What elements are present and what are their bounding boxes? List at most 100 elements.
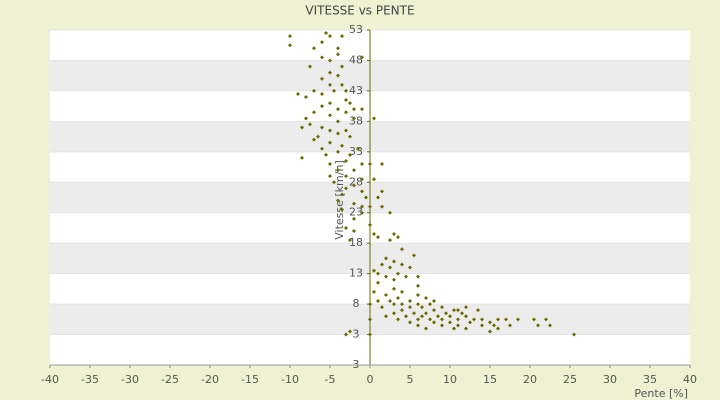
point <box>448 314 452 319</box>
point <box>384 314 388 319</box>
point <box>424 311 428 316</box>
point <box>352 168 356 173</box>
x-tick-label: -25 <box>161 373 179 386</box>
x-tick-label: 10 <box>443 373 457 386</box>
point <box>384 274 388 279</box>
y-tick-label: 13 <box>349 267 363 280</box>
point <box>352 183 356 188</box>
point <box>380 189 384 194</box>
point <box>360 189 364 194</box>
point <box>300 125 304 130</box>
point <box>572 332 576 337</box>
point <box>348 134 352 139</box>
point <box>488 320 492 325</box>
point <box>372 289 376 294</box>
point <box>328 113 332 118</box>
point <box>344 88 348 93</box>
point <box>412 311 416 316</box>
point <box>356 146 360 151</box>
x-axis-label: Pente [%] <box>634 387 688 400</box>
point <box>480 323 484 328</box>
point <box>460 311 464 316</box>
point <box>368 317 372 322</box>
point <box>436 314 440 319</box>
point <box>396 296 400 300</box>
x-tick-label: -35 <box>81 373 99 386</box>
point <box>360 204 364 209</box>
point <box>376 299 380 304</box>
point <box>416 274 420 279</box>
point <box>368 332 372 337</box>
point <box>420 305 424 310</box>
point <box>452 326 456 331</box>
x-tick-label: -10 <box>281 373 299 386</box>
y-tick-label: 8 <box>353 297 360 310</box>
point <box>380 162 384 166</box>
point <box>364 195 368 200</box>
point <box>468 320 472 325</box>
point <box>348 329 352 334</box>
y-tick-label: 3 <box>353 328 360 341</box>
point <box>328 70 332 75</box>
point <box>308 64 312 69</box>
point <box>336 168 340 173</box>
point <box>336 46 340 51</box>
x-tick-label: -20 <box>201 373 219 386</box>
point <box>348 238 352 243</box>
y-tick-label: 53 <box>349 23 363 36</box>
y-tick-label: 48 <box>349 53 363 66</box>
point <box>320 125 324 130</box>
point <box>336 198 340 203</box>
point <box>504 317 508 322</box>
point <box>456 308 460 313</box>
point <box>288 43 292 48</box>
point <box>360 210 364 215</box>
x-tick-label: 15 <box>483 373 497 386</box>
point <box>368 222 372 227</box>
point <box>456 317 460 322</box>
point <box>376 280 380 285</box>
point <box>328 101 332 106</box>
point <box>344 158 348 163</box>
point <box>496 317 500 322</box>
x-tick-label: 35 <box>643 373 657 386</box>
point <box>336 107 340 112</box>
point <box>392 259 396 264</box>
point <box>332 180 336 185</box>
point <box>352 107 356 112</box>
point <box>352 229 356 233</box>
point <box>344 174 348 179</box>
point <box>308 122 312 127</box>
point <box>380 204 384 209</box>
point <box>340 143 344 148</box>
point <box>320 55 324 60</box>
point <box>384 256 388 261</box>
x-tick-label: -30 <box>121 373 139 386</box>
point <box>416 323 420 328</box>
point <box>320 104 324 109</box>
point <box>376 271 380 276</box>
point <box>320 146 324 151</box>
point <box>352 116 356 121</box>
point <box>348 152 352 157</box>
point <box>360 177 364 182</box>
point <box>532 317 536 322</box>
point <box>336 119 340 124</box>
point <box>404 314 408 319</box>
point <box>312 137 316 142</box>
point <box>328 162 332 166</box>
point <box>312 46 316 51</box>
point <box>388 265 392 270</box>
point <box>416 283 420 288</box>
point <box>544 317 548 322</box>
point <box>448 320 452 325</box>
point <box>296 91 300 96</box>
point <box>396 235 400 240</box>
point <box>344 225 348 230</box>
y-axis-label: Vitesse [km/h] <box>333 160 346 240</box>
point <box>340 192 344 197</box>
point <box>320 91 324 96</box>
point <box>408 305 412 310</box>
point <box>336 149 340 154</box>
point <box>360 107 364 112</box>
